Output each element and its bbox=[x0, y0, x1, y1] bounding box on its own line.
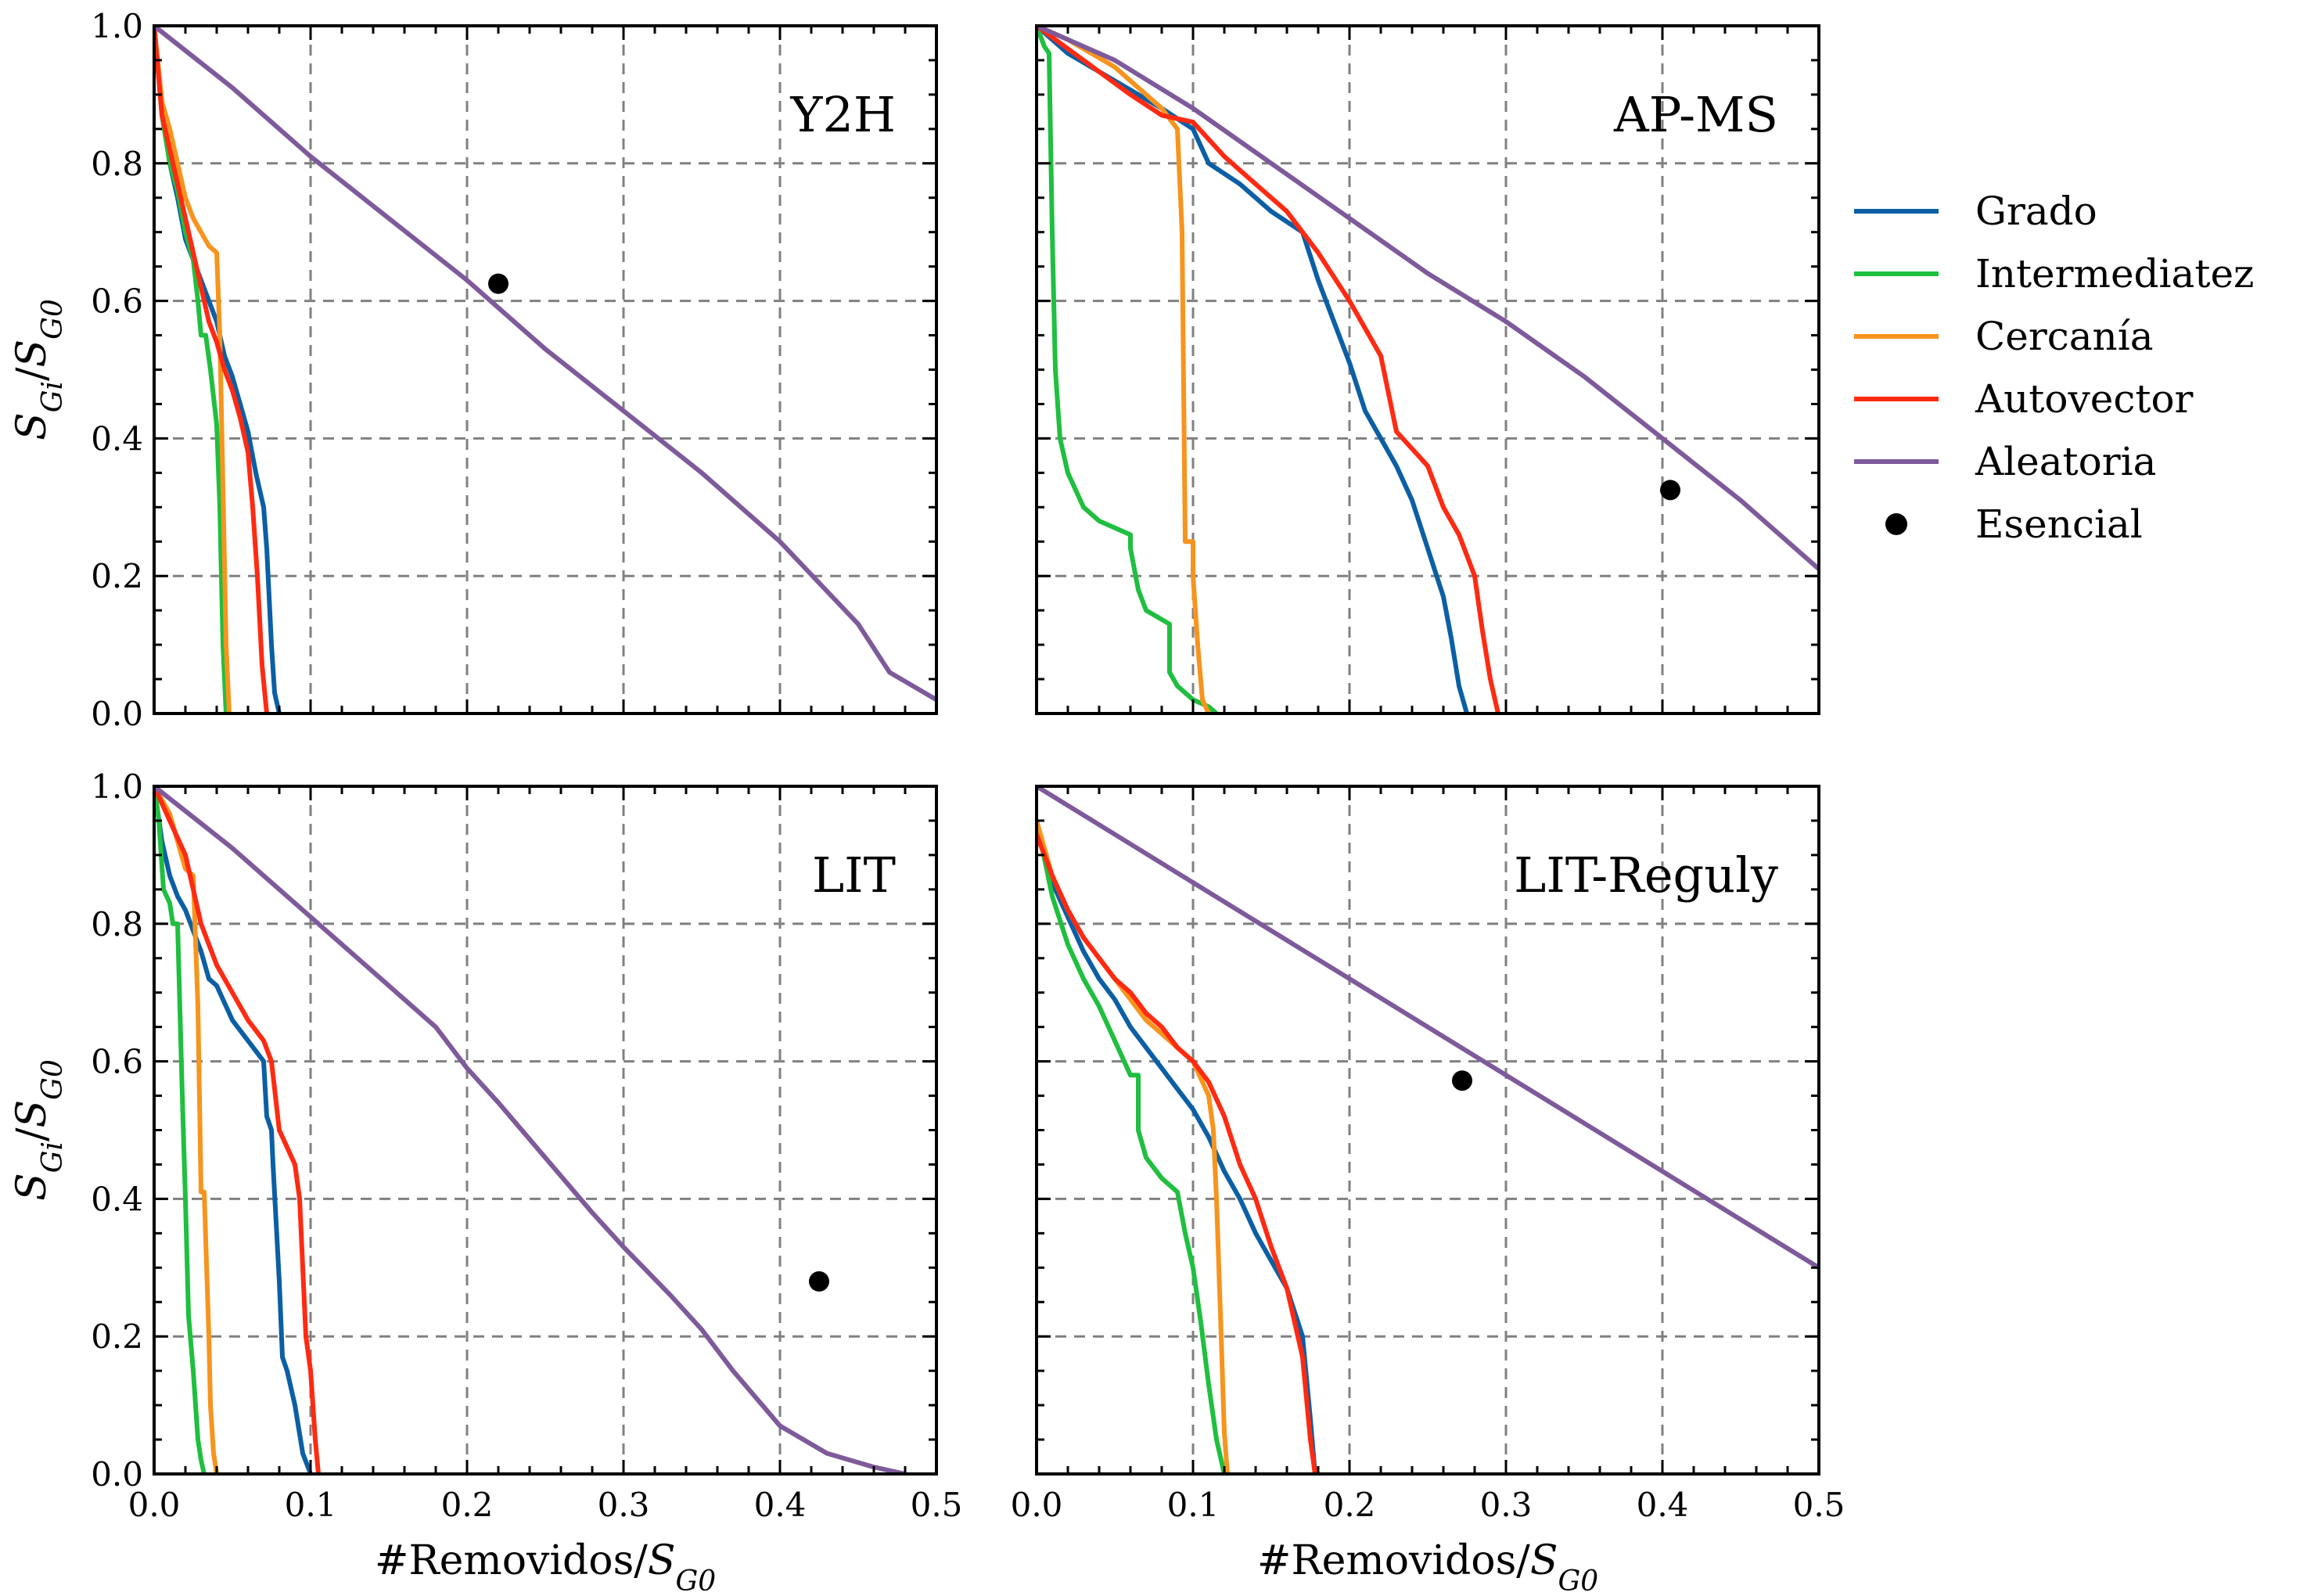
x-tick-label: 0.0 bbox=[1011, 1486, 1063, 1524]
series-line-intermediatez bbox=[1037, 820, 1227, 1474]
esencial-marker bbox=[488, 273, 509, 294]
x-tick-label: 0.0 bbox=[128, 1486, 181, 1524]
y-tick-label: 0.8 bbox=[91, 905, 143, 944]
legend-label: Esencial bbox=[1975, 501, 2143, 547]
legend-item-intermediatez: Intermediatez bbox=[1854, 251, 2254, 297]
x-tick-label: 0.2 bbox=[441, 1486, 494, 1524]
panel-frame bbox=[1035, 24, 1820, 715]
y-tick-label: 0.4 bbox=[91, 419, 143, 458]
legend-label: Aleatoria bbox=[1975, 439, 2156, 484]
panel-frame bbox=[1035, 785, 1820, 1476]
panel-frame bbox=[153, 24, 938, 715]
y-tick-label: 0.6 bbox=[91, 1043, 143, 1081]
series-line-autovector bbox=[154, 26, 269, 714]
panels: Y2H 0.0 0.2 0.4 0.6 0.8 1.0 AP-MS LIT 0.0 0.2 0.4 0.… bbox=[91, 7, 1845, 1524]
legend-item-esencial: Esencial bbox=[1885, 501, 2143, 547]
legend-label: Grado bbox=[1975, 189, 2097, 234]
series-line-grado bbox=[1037, 26, 1469, 714]
series-line-cercana bbox=[1037, 820, 1230, 1474]
panel-lit-reguly: LIT-Reguly 0.0 0.1 0.2 0.3 0.4 0.5 bbox=[1011, 785, 1845, 1524]
y-tick-label: 1.0 bbox=[91, 767, 143, 806]
x-tick-label: 0.4 bbox=[754, 1486, 807, 1524]
series-line-autovector bbox=[1037, 26, 1500, 714]
esencial-marker bbox=[809, 1271, 829, 1292]
y-tick-label: 0.2 bbox=[91, 557, 143, 595]
panel-lit: LIT 0.0 0.2 0.4 0.6 0.8 1.0 0.0 0.1 0.2 0.3 0.4 0.5 bbox=[91, 767, 962, 1524]
series-line-grado bbox=[154, 786, 313, 1474]
panel-title: LIT bbox=[812, 847, 896, 904]
series-line-autovector bbox=[1037, 833, 1317, 1474]
x-axis-label: #Removidos/SG0 bbox=[1257, 1537, 1598, 1596]
y-tick-label: 0.0 bbox=[91, 1455, 143, 1494]
panel-ap-ms: AP-MS bbox=[1035, 24, 1820, 715]
panel-y2h: Y2H 0.0 0.2 0.4 0.6 0.8 1.0 bbox=[91, 7, 938, 733]
x-tick-label: 0.3 bbox=[598, 1486, 650, 1524]
series-line-intermediatez bbox=[154, 26, 228, 714]
series-line-autovector bbox=[154, 786, 321, 1474]
panel-title: AP-MS bbox=[1613, 86, 1778, 143]
legend-item-grado: Grado bbox=[1854, 189, 2097, 234]
y-tick-label: 0.0 bbox=[91, 695, 143, 733]
x-tick-label: 0.4 bbox=[1637, 1486, 1689, 1524]
series-line-aleatoria bbox=[154, 26, 936, 702]
x-tick-label: 0.5 bbox=[911, 1486, 963, 1524]
series-line-cercana bbox=[154, 26, 232, 714]
x-tick-label: 0.3 bbox=[1480, 1486, 1533, 1524]
panel-title: LIT-Reguly bbox=[1514, 847, 1778, 904]
legend-marker bbox=[1885, 513, 1907, 535]
legend-label: Cercanía bbox=[1975, 314, 2154, 359]
axis-labels: SGi/SG0 SGi/SG0 #Removidos/SG0 #Removidos/S… bbox=[9, 299, 1598, 1596]
y-tick-label: 0.8 bbox=[91, 145, 143, 183]
legend-item-cercana: Cercanía bbox=[1854, 314, 2154, 359]
series-line-aleatoria bbox=[154, 786, 906, 1474]
series-line-aleatoria bbox=[1037, 786, 1819, 1270]
y-tick-label: 0.6 bbox=[91, 282, 143, 321]
series-line-aleatoria bbox=[1037, 26, 1819, 571]
legend-label: Autovector bbox=[1975, 376, 2194, 422]
esencial-marker bbox=[1660, 480, 1680, 501]
series-line-cercana bbox=[1037, 26, 1211, 714]
y-tick-label: 1.0 bbox=[91, 7, 143, 45]
y-axis-label: SGi/SG0 bbox=[9, 1059, 69, 1201]
series-line-intermediatez bbox=[154, 786, 207, 1474]
panel-title: Y2H bbox=[790, 86, 896, 143]
y-tick-label: 0.4 bbox=[91, 1180, 143, 1218]
legend-label: Intermediatez bbox=[1975, 251, 2254, 297]
x-tick-label: 0.2 bbox=[1324, 1486, 1376, 1524]
legend-item-aleatoria: Aleatoria bbox=[1854, 439, 2156, 484]
series-line-grado bbox=[1037, 820, 1317, 1474]
series-line-cercana bbox=[154, 786, 219, 1474]
series-line-intermediatez bbox=[1037, 26, 1218, 714]
legend-item-autovector: Autovector bbox=[1854, 376, 2194, 422]
y-axis-label: SGi/SG0 bbox=[9, 299, 69, 440]
x-tick-label: 0.1 bbox=[285, 1486, 337, 1524]
legend: Grado Intermediatez Cercanía Autovector Alea… bbox=[1854, 189, 2254, 547]
panel-frame bbox=[153, 785, 938, 1476]
x-tick-label: 0.1 bbox=[1167, 1486, 1220, 1524]
x-axis-label: #Removidos/SG0 bbox=[375, 1537, 716, 1596]
x-tick-label: 0.5 bbox=[1793, 1486, 1845, 1524]
esencial-marker bbox=[1452, 1070, 1472, 1091]
y-tick-label: 0.2 bbox=[91, 1317, 143, 1356]
